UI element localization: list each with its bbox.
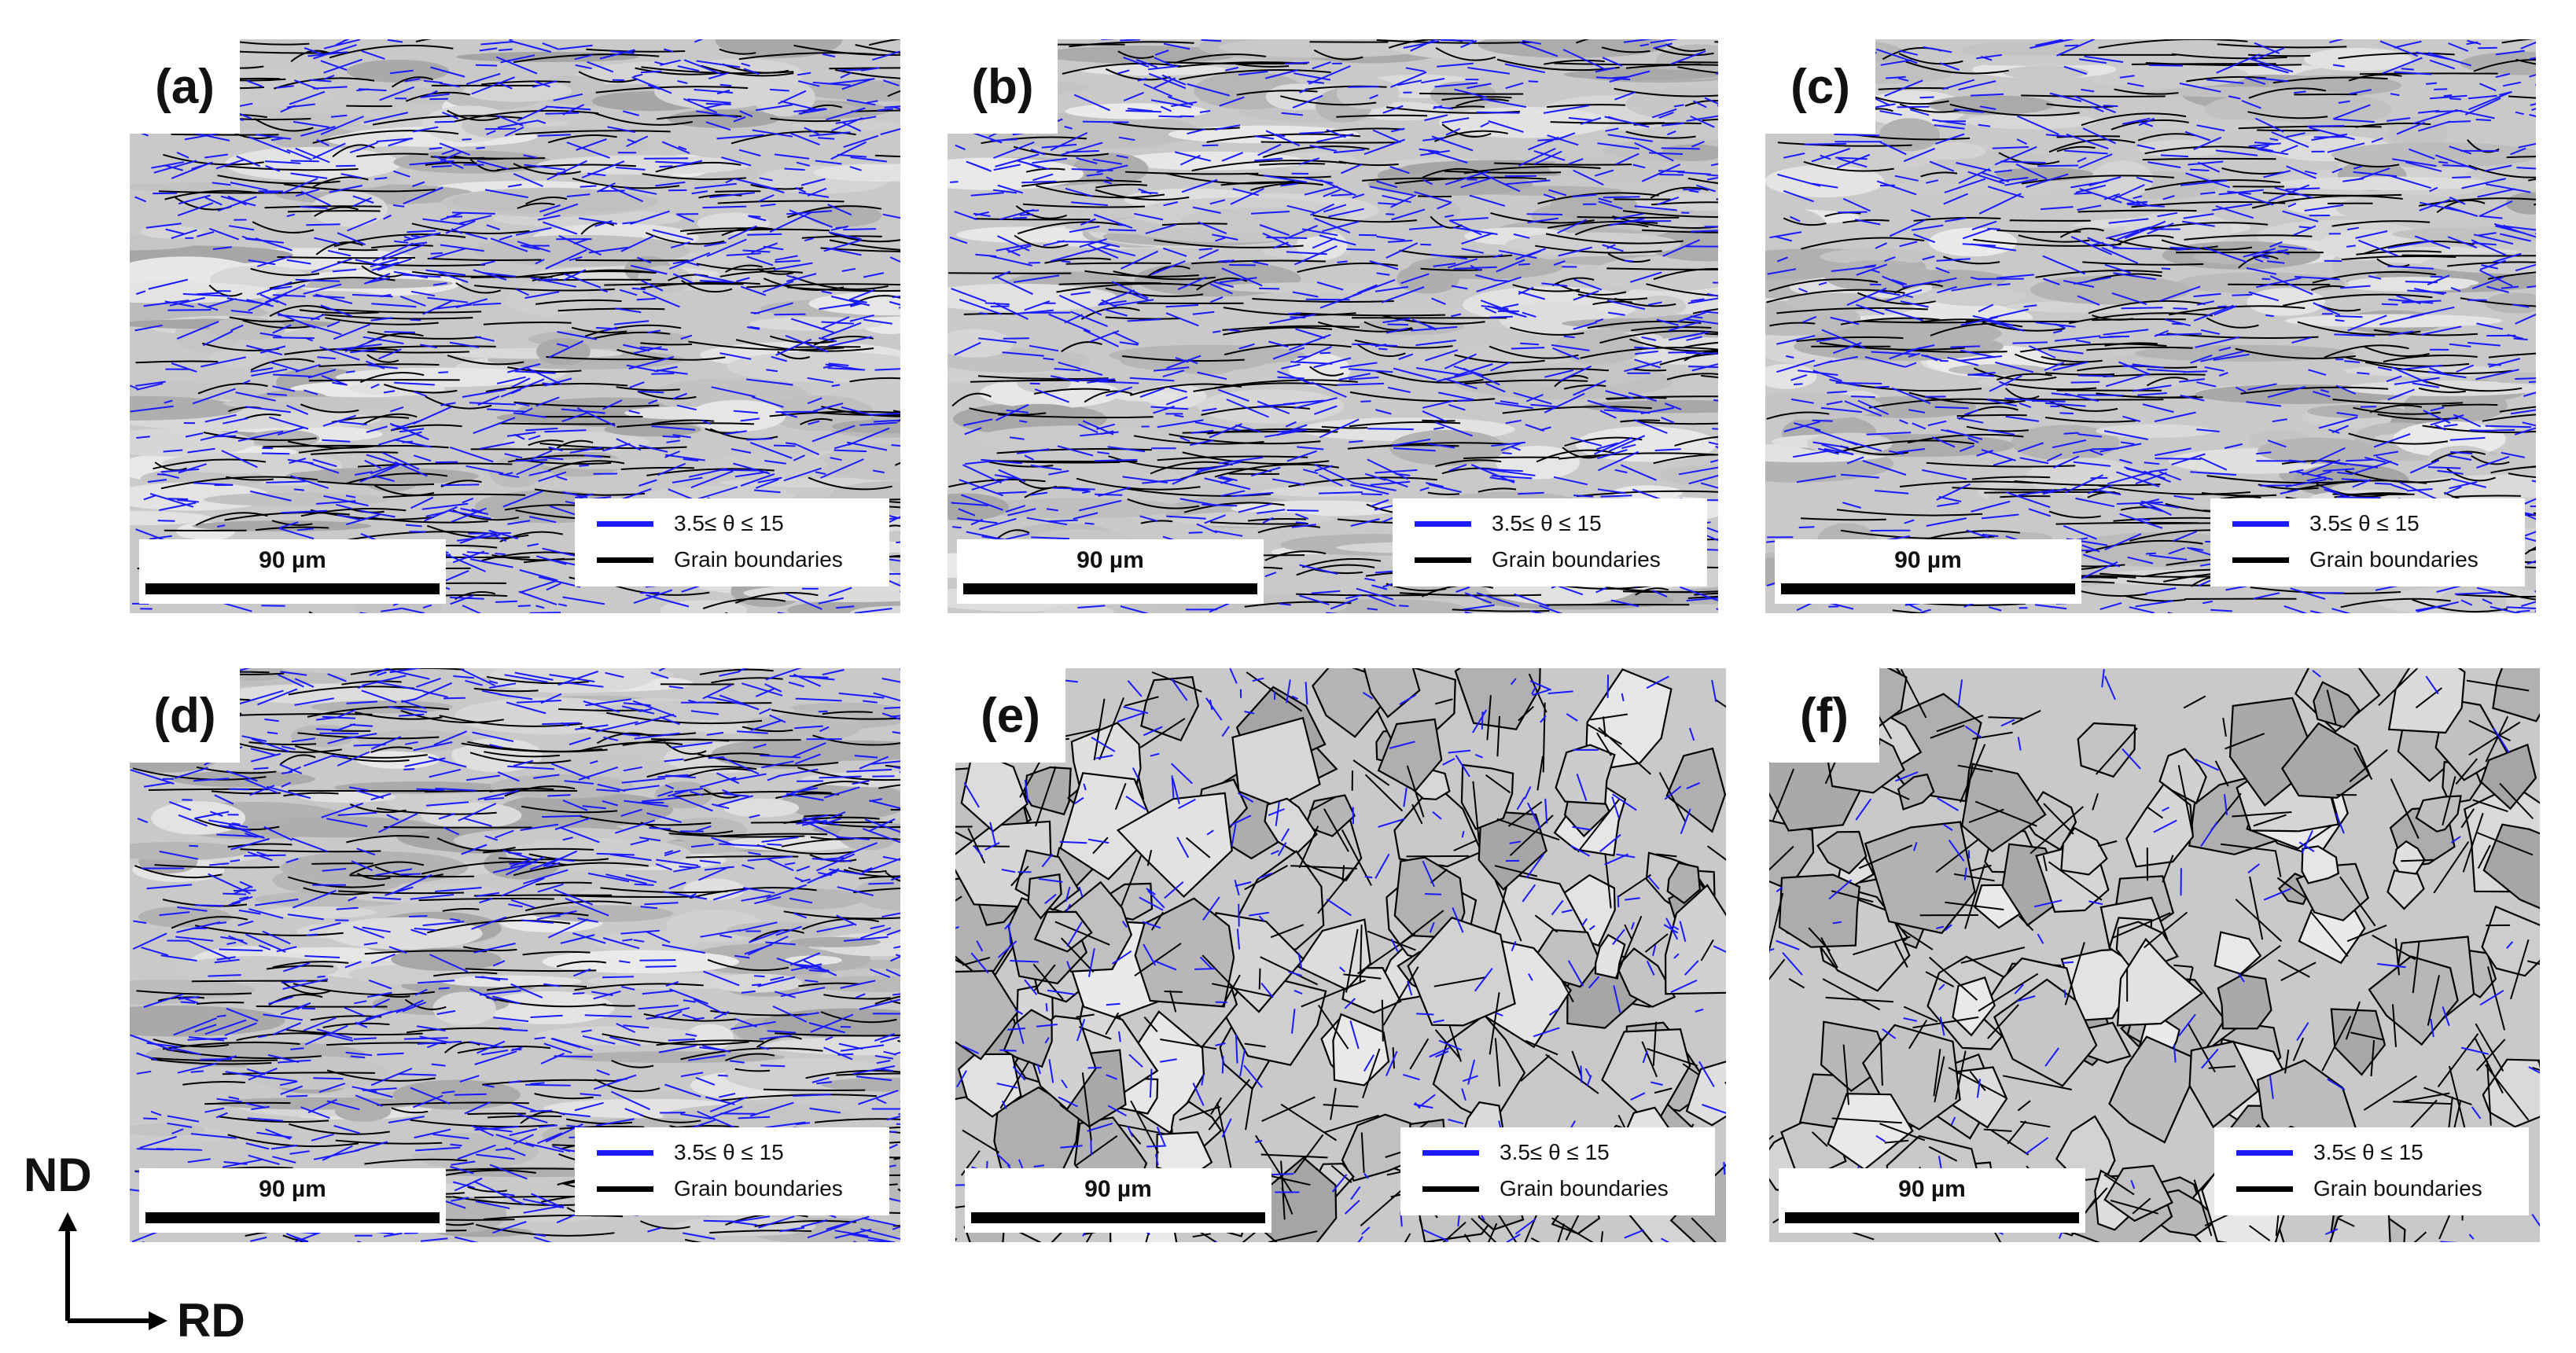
scale-bar: 90 µm bbox=[1779, 1168, 2085, 1233]
legend: 3.5≤ θ ≤ 15 Grain boundaries bbox=[1400, 1127, 1715, 1215]
legend-item-grain: Grain boundaries bbox=[2236, 1173, 2521, 1204]
legend: 3.5≤ θ ≤ 15 Grain boundaries bbox=[2214, 1127, 2529, 1215]
scale-bar-label: 90 µm bbox=[259, 1176, 326, 1202]
scale-bar-line bbox=[145, 583, 440, 594]
axis-label-nd: ND bbox=[24, 1149, 92, 1201]
legend-item-grain: Grain boundaries bbox=[1415, 544, 1699, 575]
ebsd-panel-e: (e) 90 µm 3.5≤ θ ≤ 15 Grain boundaries bbox=[955, 668, 1726, 1242]
black-swatch-icon bbox=[1422, 1186, 1479, 1192]
scale-bar: 90 µm bbox=[1775, 539, 2081, 604]
black-swatch-icon bbox=[2236, 1186, 2293, 1192]
legend-item-low-angle: 3.5≤ θ ≤ 15 bbox=[1422, 1137, 1707, 1168]
legend-item-grain: Grain boundaries bbox=[597, 544, 881, 575]
panel-label: (b) bbox=[948, 39, 1058, 134]
scale-bar-label: 90 µm bbox=[1894, 547, 1962, 573]
blue-swatch-icon bbox=[2236, 1149, 2293, 1156]
ebsd-map-a bbox=[130, 39, 900, 613]
legend-label: Grain boundaries bbox=[1500, 1176, 1669, 1200]
legend-label: Grain boundaries bbox=[674, 1176, 843, 1200]
legend-label: Grain boundaries bbox=[1492, 547, 1661, 572]
scale-bar-line bbox=[971, 1212, 1265, 1223]
panel-label: (d) bbox=[130, 668, 240, 763]
scale-bar: 90 µm bbox=[965, 1168, 1271, 1233]
legend-item-grain: Grain boundaries bbox=[1422, 1173, 1707, 1204]
legend: 3.5≤ θ ≤ 15 Grain boundaries bbox=[575, 1127, 889, 1215]
black-swatch-icon bbox=[2232, 557, 2289, 563]
legend-item-grain: Grain boundaries bbox=[2232, 544, 2517, 575]
legend: 3.5≤ θ ≤ 15 Grain boundaries bbox=[1393, 498, 1707, 586]
blue-swatch-icon bbox=[1422, 1149, 1479, 1156]
orientation-axes: ND RD bbox=[16, 1140, 267, 1347]
legend-label: Grain boundaries bbox=[674, 547, 843, 572]
legend-label: Grain boundaries bbox=[2313, 1176, 2482, 1200]
blue-swatch-icon bbox=[597, 1149, 653, 1156]
scale-bar: 90 µm bbox=[139, 539, 446, 604]
scale-bar-label: 90 µm bbox=[1084, 1176, 1152, 1202]
scale-bar-label: 90 µm bbox=[1076, 547, 1144, 573]
panel-label: (a) bbox=[130, 39, 240, 134]
axis-label-rd: RD bbox=[177, 1294, 245, 1347]
legend-label: 3.5≤ θ ≤ 15 bbox=[1500, 1140, 1610, 1164]
scale-bar-line bbox=[145, 1212, 440, 1223]
legend-label: 3.5≤ θ ≤ 15 bbox=[1492, 511, 1602, 535]
blue-swatch-icon bbox=[597, 520, 653, 527]
legend-item-low-angle: 3.5≤ θ ≤ 15 bbox=[2232, 508, 2517, 539]
blue-swatch-icon bbox=[2232, 520, 2289, 527]
ebsd-panel-b: (b) 90 µm 3.5≤ θ ≤ 15 Grain boundaries bbox=[948, 39, 1718, 613]
ebsd-panel-d: (d) 90 µm 3.5≤ θ ≤ 15 Grain boundaries bbox=[130, 668, 900, 1242]
blue-swatch-icon bbox=[1415, 520, 1471, 527]
black-swatch-icon bbox=[597, 557, 653, 563]
legend-label: 3.5≤ θ ≤ 15 bbox=[674, 511, 784, 535]
legend-item-low-angle: 3.5≤ θ ≤ 15 bbox=[1415, 508, 1699, 539]
scale-bar-label: 90 µm bbox=[259, 547, 326, 573]
ebsd-map-c bbox=[1765, 39, 2536, 613]
legend-label: 3.5≤ θ ≤ 15 bbox=[674, 1140, 784, 1164]
legend-label: 3.5≤ θ ≤ 15 bbox=[2313, 1140, 2423, 1164]
black-swatch-icon bbox=[597, 1186, 653, 1192]
panel-label: (f) bbox=[1769, 668, 1879, 763]
orientation-arrows-icon bbox=[58, 1212, 167, 1330]
ebsd-panel-a: (a) 90 µm 3.5≤ θ ≤ 15 Grain boundaries bbox=[130, 39, 900, 613]
black-swatch-icon bbox=[1415, 557, 1471, 563]
legend-item-low-angle: 3.5≤ θ ≤ 15 bbox=[2236, 1137, 2521, 1168]
scale-bar-line bbox=[1785, 1212, 2079, 1223]
panel-label: (c) bbox=[1765, 39, 1875, 134]
legend: 3.5≤ θ ≤ 15 Grain boundaries bbox=[2210, 498, 2525, 586]
legend-label: 3.5≤ θ ≤ 15 bbox=[2309, 511, 2420, 535]
ebsd-panel-f: (f) 90 µm 3.5≤ θ ≤ 15 Grain boundaries bbox=[1769, 668, 2540, 1242]
legend-item-low-angle: 3.5≤ θ ≤ 15 bbox=[597, 508, 881, 539]
scale-bar-line bbox=[1781, 583, 2075, 594]
scale-bar-label: 90 µm bbox=[1898, 1176, 1966, 1202]
scale-bar: 90 µm bbox=[139, 1168, 446, 1233]
legend: 3.5≤ θ ≤ 15 Grain boundaries bbox=[575, 498, 889, 586]
panel-label: (e) bbox=[955, 668, 1065, 763]
scale-bar-line bbox=[963, 583, 1257, 594]
legend-label: Grain boundaries bbox=[2309, 547, 2478, 572]
ebsd-panel-c: (c) 90 µm 3.5≤ θ ≤ 15 Grain boundaries bbox=[1765, 39, 2536, 613]
scale-bar: 90 µm bbox=[957, 539, 1264, 604]
legend-item-grain: Grain boundaries bbox=[597, 1173, 881, 1204]
legend-item-low-angle: 3.5≤ θ ≤ 15 bbox=[597, 1137, 881, 1168]
